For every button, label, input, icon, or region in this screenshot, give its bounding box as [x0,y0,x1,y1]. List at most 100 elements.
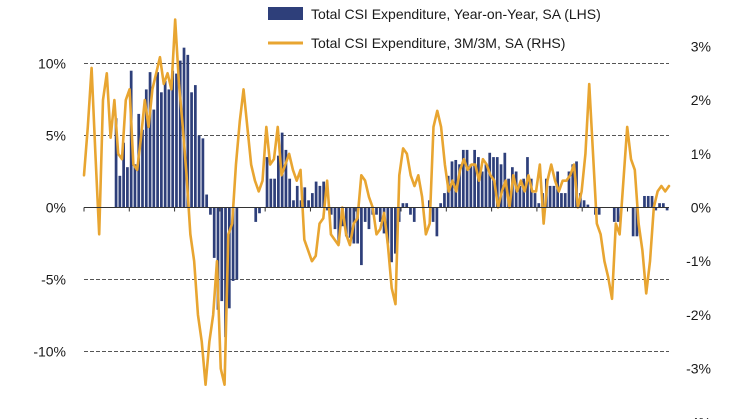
bar [469,164,473,208]
bar [412,207,416,222]
legend-label-line: Total CSI Expenditure, 3M/3M, SA (RHS) [311,35,565,51]
bar [586,204,590,208]
y-right-tick-label: 1% [691,146,711,162]
bar [378,207,382,222]
bar [522,178,526,208]
bar [273,178,276,208]
bar [390,207,393,263]
bar [582,200,586,208]
bar [477,157,480,208]
bar [499,164,503,208]
bar [318,185,322,208]
bar [643,195,646,208]
legend-swatch-bar [268,7,303,20]
bar [439,203,443,208]
bar [367,207,371,230]
y-left-tick-label: -10% [33,344,66,360]
bar [190,92,193,208]
y-right-tick-label: 3% [691,38,711,54]
bar [201,138,205,208]
bar [563,193,567,208]
bar [197,135,201,208]
bar [141,129,144,208]
bar [533,193,537,208]
bar [277,155,280,208]
bar [326,207,329,211]
bar [163,80,167,208]
bar [654,207,658,211]
bar [529,178,533,208]
bar [224,207,227,338]
y-right-tick-label: -3% [686,361,711,377]
bar [484,164,488,208]
bar [401,203,405,208]
bar [518,185,522,208]
bar [167,89,171,208]
bar [348,207,352,238]
bar [227,207,231,309]
bar [337,207,341,244]
bar [612,207,616,222]
bar [152,109,156,208]
line-layer [82,18,671,387]
bar [386,207,390,244]
bar [329,207,333,215]
bar [635,207,639,237]
bar [665,207,669,211]
bar [458,164,461,208]
bar [363,207,367,222]
bar [216,207,220,310]
bar [661,203,665,208]
bar [178,60,182,208]
y-left-tick-label: 10% [38,56,66,72]
bar [307,200,310,208]
y-right-tick-label: -1% [686,253,711,269]
bar [212,207,216,258]
axis-layer: 10% 5% 0% -5% -10% -15% 3% 2% 1% 0% -1% -2% -3% -4% [33,38,711,419]
bar [295,185,299,208]
bar [254,207,258,222]
bar [292,200,295,208]
y-right-tick-label: -4% [686,414,711,419]
bar [160,92,163,208]
bar [394,207,397,254]
bar [322,181,326,208]
series-line [82,18,671,387]
bar [650,195,654,208]
bar [567,171,571,208]
bar [258,207,261,214]
y-left-tick-label: -5% [41,272,66,288]
bar [344,207,348,237]
bar [144,89,148,208]
bar [631,207,635,237]
bar [205,194,209,208]
bar [126,167,129,208]
bar [148,72,152,208]
y-right-tick-label: 2% [691,92,711,108]
bar [405,203,409,208]
bar [480,171,484,208]
bar [443,193,446,208]
bar [658,203,661,208]
y-left-tick-label: 5% [46,128,66,144]
bar [220,207,224,302]
bar [209,207,212,215]
bar [269,178,273,208]
bar [616,207,620,222]
bar [171,70,175,208]
bar [114,118,118,208]
bar [548,185,552,208]
bar [299,200,303,208]
bar [454,159,458,208]
bar [409,207,412,215]
bar [303,187,307,208]
bar [375,207,378,215]
bar [473,149,476,208]
y-right-tick-label: -2% [686,307,711,323]
bar [186,54,190,208]
bar [310,193,314,208]
bar [122,142,125,208]
bar [488,152,492,208]
y-left-tick-label: -15% [33,416,66,419]
